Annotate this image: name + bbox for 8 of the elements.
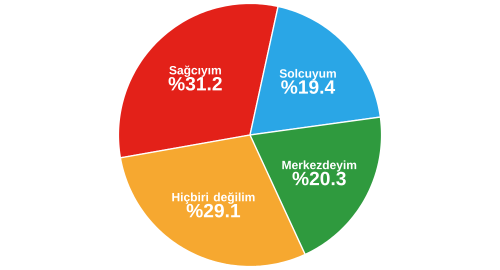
slice-label: Merkezdeyim: [282, 160, 356, 172]
data-label: %19.4: [281, 80, 336, 94]
slice-label: Solcuyum: [280, 68, 336, 80]
data-label: %20.3: [292, 172, 346, 186]
slice-label: Hiçbiri değilim: [172, 192, 255, 204]
data-label: %29.1: [186, 204, 240, 218]
data-label: %31.2: [168, 76, 222, 91]
slice-label: Sağcıyım: [169, 66, 221, 77]
